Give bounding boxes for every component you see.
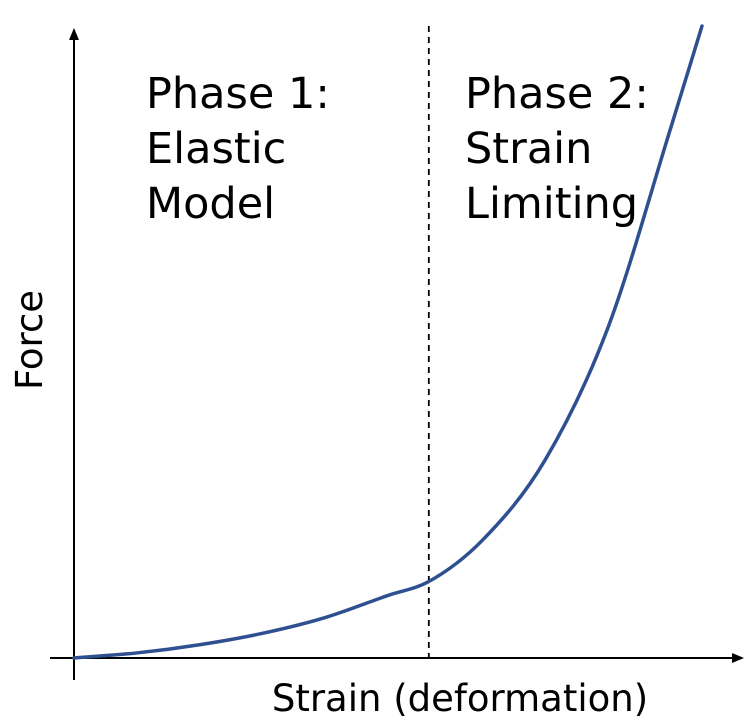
phase1-label: Phase 1: Elastic Model (146, 69, 344, 229)
phase2-label: Phase 2: Strain Limiting (465, 69, 663, 229)
phase1-line3: Model (146, 179, 275, 229)
phase2-line1: Phase 2: (465, 69, 649, 119)
force-strain-curve (72, 24, 704, 660)
phase1-line2: Elastic (146, 124, 286, 174)
phase2-line2: Strain (465, 124, 592, 174)
phase1-line1: Phase 1: (146, 69, 330, 119)
y-axis-label: Force (8, 290, 51, 390)
phase2-line3: Limiting (465, 179, 638, 229)
series-group (72, 24, 704, 660)
x-axis-label: Strain (deformation) (272, 677, 648, 720)
